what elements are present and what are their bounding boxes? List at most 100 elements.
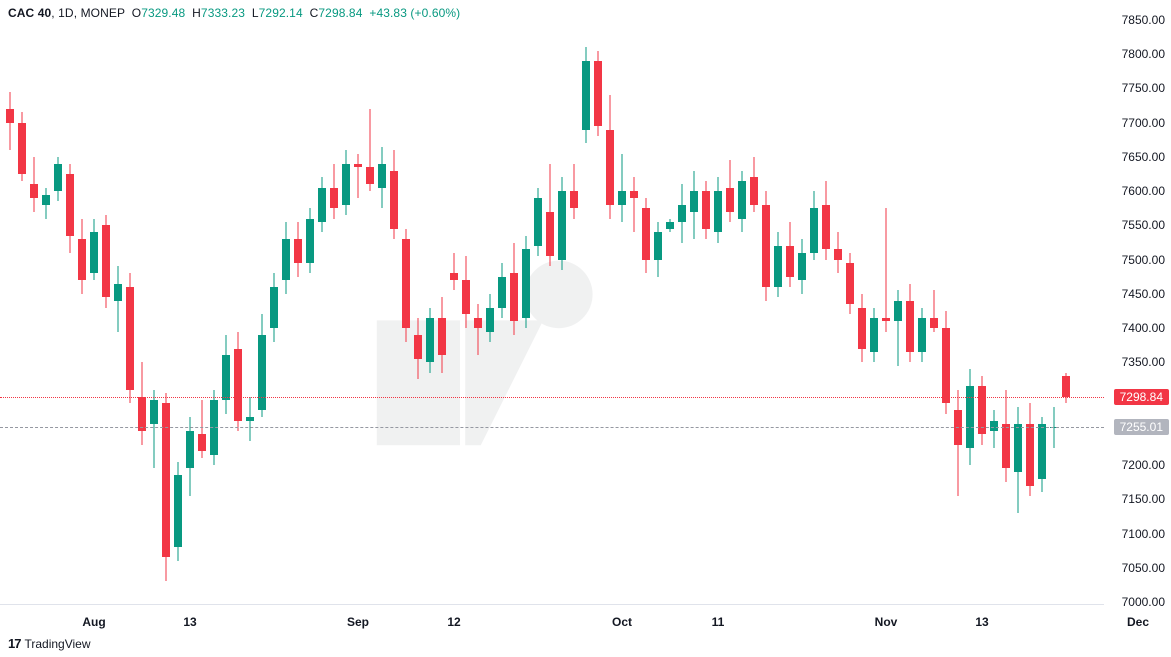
candle[interactable] — [546, 164, 554, 267]
candle[interactable] — [126, 273, 134, 403]
y-axis-tick: 7150.00 — [1122, 492, 1165, 506]
y-axis-tick: 7500.00 — [1122, 253, 1165, 267]
candle[interactable] — [774, 232, 782, 297]
candle[interactable] — [870, 308, 878, 363]
candle[interactable] — [102, 215, 110, 307]
candle[interactable] — [18, 112, 26, 180]
candle[interactable] — [978, 376, 986, 444]
candle[interactable] — [258, 314, 266, 417]
candle[interactable] — [882, 208, 890, 331]
candle[interactable] — [966, 369, 974, 465]
candle[interactable] — [678, 184, 686, 242]
candle[interactable] — [510, 243, 518, 335]
candle[interactable] — [714, 177, 722, 242]
candle[interactable] — [234, 332, 242, 431]
candle[interactable] — [606, 95, 614, 218]
candle[interactable] — [186, 417, 194, 496]
candle[interactable] — [642, 198, 650, 273]
tradingview-label: TradingView — [24, 637, 90, 651]
candle[interactable] — [594, 51, 602, 137]
candle[interactable] — [426, 308, 434, 373]
candle[interactable] — [750, 157, 758, 212]
candle[interactable] — [918, 308, 926, 363]
candle[interactable] — [114, 266, 122, 331]
y-axis-tick: 7800.00 — [1122, 47, 1165, 61]
watermark-logo — [356, 232, 616, 497]
candle[interactable] — [1014, 407, 1022, 513]
candle[interactable] — [138, 362, 146, 444]
y-axis-tick: 7750.00 — [1122, 81, 1165, 95]
candle[interactable] — [378, 147, 386, 209]
candle[interactable] — [1002, 390, 1010, 482]
candle[interactable] — [486, 294, 494, 342]
candle[interactable] — [1026, 403, 1034, 495]
candle[interactable] — [414, 318, 422, 380]
candle[interactable] — [654, 222, 662, 277]
candle[interactable] — [438, 297, 446, 372]
candle[interactable] — [306, 208, 314, 273]
x-axis-tick: Aug — [82, 615, 105, 629]
candle[interactable] — [810, 191, 818, 259]
candle[interactable] — [162, 393, 170, 581]
candle[interactable] — [294, 222, 302, 277]
candle[interactable] — [906, 284, 914, 363]
candle[interactable] — [246, 397, 254, 442]
candle[interactable] — [834, 232, 842, 273]
candle[interactable] — [702, 181, 710, 239]
candle[interactable] — [342, 150, 350, 215]
candle[interactable] — [390, 150, 398, 239]
candle[interactable] — [78, 219, 86, 294]
candle[interactable] — [222, 335, 230, 414]
candle[interactable] — [54, 157, 62, 202]
candle[interactable] — [402, 229, 410, 342]
candle[interactable] — [798, 239, 806, 294]
candle[interactable] — [330, 164, 338, 219]
y-axis-tick: 7350.00 — [1122, 355, 1165, 369]
x-axis-tick: 11 — [712, 615, 725, 629]
candle[interactable] — [282, 222, 290, 294]
candle[interactable] — [366, 109, 374, 191]
tradingview-glyph: 17 — [8, 636, 20, 651]
candle[interactable] — [66, 164, 74, 253]
candle[interactable] — [1062, 373, 1070, 404]
candle[interactable] — [318, 177, 326, 232]
candle[interactable] — [174, 462, 182, 561]
candle[interactable] — [582, 47, 590, 143]
candle[interactable] — [90, 219, 98, 281]
candle[interactable] — [954, 390, 962, 496]
candle[interactable] — [738, 171, 746, 233]
candle[interactable] — [726, 160, 734, 222]
candle[interactable] — [846, 253, 854, 315]
candle[interactable] — [762, 191, 770, 301]
candle[interactable] — [1038, 417, 1046, 492]
candle[interactable] — [462, 256, 470, 328]
candle[interactable] — [354, 154, 362, 199]
candle[interactable] — [150, 390, 158, 469]
candle[interactable] — [198, 400, 206, 458]
x-axis-tick: Dec — [1127, 615, 1149, 629]
candle[interactable] — [786, 222, 794, 287]
candle[interactable] — [450, 253, 458, 291]
candle[interactable] — [270, 273, 278, 341]
candle[interactable] — [534, 188, 542, 256]
candle[interactable] — [630, 177, 638, 232]
candle[interactable] — [570, 164, 578, 219]
candle[interactable] — [618, 154, 626, 222]
candle[interactable] — [894, 290, 902, 365]
candle[interactable] — [522, 236, 530, 328]
candle[interactable] — [858, 294, 866, 362]
candle[interactable] — [498, 263, 506, 318]
candle[interactable] — [30, 157, 38, 212]
candle[interactable] — [6, 92, 14, 150]
candle[interactable] — [666, 219, 674, 233]
x-axis-tick: 12 — [447, 615, 460, 629]
candle[interactable] — [690, 171, 698, 239]
candle[interactable] — [990, 410, 998, 448]
candle[interactable] — [558, 177, 566, 269]
candle[interactable] — [474, 304, 482, 355]
candle[interactable] — [822, 181, 830, 260]
x-axis-tick: Oct — [612, 615, 632, 629]
candle[interactable] — [42, 188, 50, 219]
candle[interactable] — [930, 290, 938, 331]
x-axis-tick: 13 — [183, 615, 196, 629]
